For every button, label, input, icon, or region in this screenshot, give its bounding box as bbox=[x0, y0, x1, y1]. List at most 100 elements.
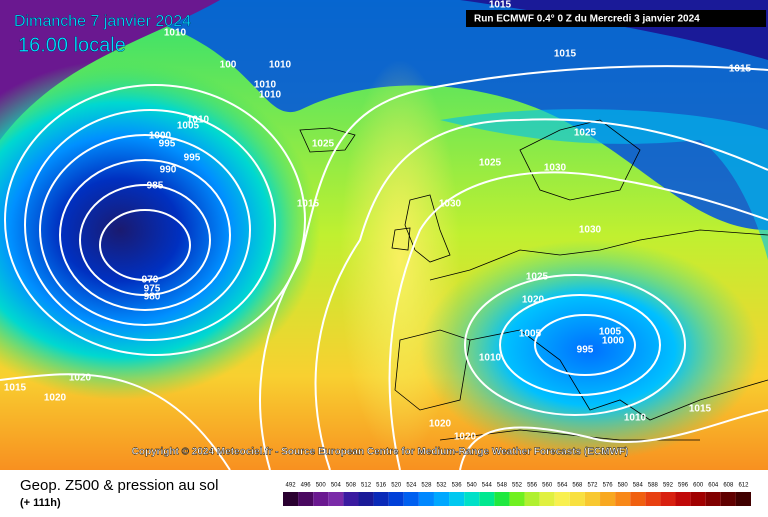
field bbox=[0, 0, 768, 470]
forecast-time: 16.00 locale bbox=[18, 34, 126, 56]
colorbar-tick-label: 540 bbox=[467, 483, 478, 489]
isobar-label: 1020 bbox=[44, 393, 67, 404]
colorbar-swatch bbox=[584, 492, 601, 506]
colorbar-tick-label: 556 bbox=[527, 483, 538, 489]
isobar-label: 1030 bbox=[544, 163, 567, 174]
colorbar-tick-label: 504 bbox=[331, 483, 342, 489]
colorbar-swatch bbox=[358, 492, 374, 506]
colorbar-tick-label: 508 bbox=[346, 483, 357, 489]
isobar-label: 1020 bbox=[69, 373, 92, 384]
colorbar-swatch bbox=[630, 492, 646, 506]
colorbar: 492 496 500 504 508 512 516 520 524 528 532 536 540 5… bbox=[283, 483, 751, 506]
colorbar-tick-label: 492 bbox=[286, 483, 297, 489]
colorbar-swatch bbox=[675, 492, 691, 506]
colorbar-tick-label: 544 bbox=[482, 483, 493, 489]
colorbar-tick-label: 552 bbox=[512, 483, 523, 489]
colorbar-swatch bbox=[343, 492, 359, 506]
isobar-label: 1015 bbox=[689, 404, 712, 415]
colorbar-swatch bbox=[645, 492, 661, 506]
footer-subtitle: (+ 111h) bbox=[20, 497, 61, 509]
colorbar-swatch bbox=[600, 492, 616, 506]
colorbar-tick-label: 560 bbox=[542, 483, 553, 489]
colorbar-tick-label: 520 bbox=[391, 483, 402, 489]
colorbar-tick-label: 564 bbox=[557, 483, 568, 489]
colorbar-swatch bbox=[660, 492, 676, 506]
isobar-label: 995 bbox=[159, 139, 176, 150]
colorbar-swatch bbox=[403, 492, 419, 506]
isobar-label: 1020 bbox=[429, 419, 452, 430]
colorbar-tick-label: 612 bbox=[738, 483, 749, 489]
isobar-label: 100 bbox=[220, 60, 237, 71]
isobar-label: 1015 bbox=[297, 199, 320, 210]
isobar-label: 1000 bbox=[149, 131, 172, 142]
isobar-label: 970 bbox=[142, 275, 159, 286]
colorbar-swatch bbox=[539, 492, 555, 506]
colorbar-tick-label: 604 bbox=[708, 483, 719, 489]
isobar-label: 1015 bbox=[489, 0, 512, 11]
isobar-label: 995 bbox=[184, 153, 201, 164]
copyright: Copyright © 2024 Meteociel.fr - Source E… bbox=[132, 447, 629, 458]
isobar-label: 1015 bbox=[4, 383, 27, 394]
isobar-label: 1025 bbox=[479, 158, 502, 169]
isobar-label: 985 bbox=[147, 181, 164, 192]
colorbar-swatch bbox=[449, 492, 465, 506]
isobar-label: 1025 bbox=[526, 272, 549, 283]
colorbar-swatch bbox=[418, 492, 434, 506]
isobar-label: 1010 bbox=[624, 413, 647, 424]
colorbar-swatch bbox=[373, 492, 389, 506]
colorbar-tick-label: 568 bbox=[572, 483, 583, 489]
isobar-label: 1015 bbox=[729, 64, 752, 75]
footer-title: Geop. Z500 & pression au sol bbox=[20, 477, 218, 494]
colorbar-swatch bbox=[509, 492, 525, 506]
colorbar-swatch bbox=[298, 492, 314, 506]
colorbar-tick-label: 536 bbox=[452, 483, 463, 489]
isobar-label: 1010 bbox=[259, 90, 282, 101]
run-box bbox=[466, 10, 766, 27]
colorbar-swatch bbox=[283, 492, 299, 506]
colorbar-swatch bbox=[313, 492, 329, 506]
isobar-label: 995 bbox=[577, 345, 594, 356]
colorbar-tick-label: 548 bbox=[497, 483, 508, 489]
colorbar-tick-label: 580 bbox=[618, 483, 629, 489]
isobar-label: 1010 bbox=[479, 353, 502, 364]
isobar-label: 1005 bbox=[177, 121, 200, 132]
colorbar-swatch bbox=[690, 492, 706, 506]
isobar-label: 1030 bbox=[439, 199, 462, 210]
isobar-label: 1020 bbox=[454, 432, 477, 443]
isobar-label: 1020 bbox=[522, 295, 545, 306]
colorbar-swatch bbox=[705, 492, 721, 506]
colorbar-swatch bbox=[569, 492, 585, 506]
colorbar-swatch bbox=[388, 492, 404, 506]
isobar-label: 1010 bbox=[164, 28, 187, 39]
isobar-label: 1000 bbox=[602, 336, 625, 347]
colorbar-tick-label: 596 bbox=[678, 483, 689, 489]
isobar-label: 1005 bbox=[519, 329, 542, 340]
isobar-label: 1010 bbox=[269, 60, 292, 71]
colorbar-tick-label: 600 bbox=[693, 483, 704, 489]
coastlines bbox=[299, 119, 768, 441]
colorbar-tick-label: 496 bbox=[301, 483, 312, 489]
colorbar-tick-label: 576 bbox=[603, 483, 614, 489]
colorbar-tick-label: 532 bbox=[437, 483, 448, 489]
colorbar-swatch bbox=[328, 492, 344, 506]
colorbar-tick-label: 584 bbox=[633, 483, 644, 489]
colorbar-swatch bbox=[720, 492, 736, 506]
colorbar-tick-label: 588 bbox=[648, 483, 659, 489]
colorbar-tick-label: 516 bbox=[376, 483, 387, 489]
run-info: Run ECMWF 0.4° 0 Z du Mercredi 3 janvier… bbox=[474, 14, 700, 25]
isobar-label: 975 bbox=[144, 284, 161, 295]
isobar-label: 1010 bbox=[254, 80, 277, 91]
colorbar-swatch bbox=[735, 492, 751, 506]
isobar-label: 1015 bbox=[554, 49, 577, 60]
isobar-label: 1010 bbox=[187, 115, 210, 126]
isobars bbox=[0, 65, 768, 471]
colorbar-swatch bbox=[464, 492, 480, 506]
colorbar-swatch bbox=[479, 492, 495, 506]
colorbar-swatch bbox=[554, 492, 570, 506]
colorbar-tick-label: 512 bbox=[361, 483, 372, 489]
colorbar-swatch bbox=[494, 492, 510, 506]
colorbar-tick-label: 592 bbox=[663, 483, 674, 489]
colorbar-tick-label: 572 bbox=[587, 483, 598, 489]
